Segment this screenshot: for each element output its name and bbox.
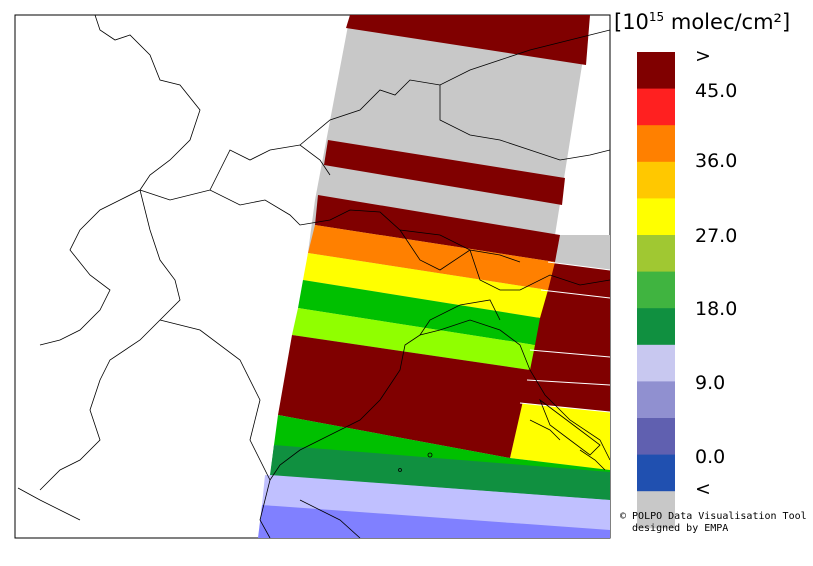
unit-exponent: 15 xyxy=(648,10,665,24)
country-borders xyxy=(17,15,610,538)
colorbar-swatch xyxy=(637,381,675,419)
colorbar-swatch xyxy=(637,52,675,90)
colorbar-swatch xyxy=(637,271,675,309)
swath-band-top xyxy=(346,15,590,65)
coastline xyxy=(269,299,610,538)
swath-band-yellow xyxy=(303,253,548,318)
colorbar-tick-label: 36.0 xyxy=(695,150,738,172)
colorbar-tick-label: 9.0 xyxy=(695,372,726,394)
swath-right-band-4 xyxy=(522,380,610,412)
swath-band-green xyxy=(298,280,540,345)
unit-prefix: [10 xyxy=(614,10,649,34)
legend-unit-title: [1015 molec/cm²] xyxy=(614,10,790,34)
colorbar-swatch xyxy=(637,125,675,163)
colorbar-tick-label: 0.0 xyxy=(695,446,726,468)
swath-band-green-3 xyxy=(270,445,610,500)
swath-band-maroon-large xyxy=(278,335,530,458)
credit-line-2: designed by EMPA xyxy=(632,523,729,534)
credit-line-1: © POLPO Data Visualisation Tool xyxy=(620,511,807,522)
colorbar-swatch xyxy=(637,454,675,492)
colorbar xyxy=(637,52,675,529)
swath-right-band-3 xyxy=(527,350,610,385)
satellite-swath xyxy=(17,15,610,538)
colorbar-swatch xyxy=(637,344,675,382)
colorbar-tick-label: 18.0 xyxy=(695,298,738,320)
swath-band-blue xyxy=(258,505,610,538)
colorbar-swatch xyxy=(637,235,675,273)
swath-band-2 xyxy=(324,140,565,205)
colorbar-swatch xyxy=(637,198,675,236)
colorbar-swatch xyxy=(637,308,675,346)
colorbar-swatch xyxy=(637,161,675,199)
colorbar-tick-label: 27.0 xyxy=(695,225,738,247)
colorbar-tick-label: 45.0 xyxy=(695,80,738,102)
unit-suffix: molec/cm²] xyxy=(664,10,791,34)
swath-right-band-2 xyxy=(530,290,610,357)
swath-right-band-1 xyxy=(541,262,610,298)
colorbar-swatch xyxy=(637,418,675,456)
colorbar-swatch xyxy=(637,88,675,126)
colorbar-tick-label: < xyxy=(695,478,711,500)
swath-band-orange xyxy=(308,225,555,290)
swath-band-lavender-2 xyxy=(262,475,610,530)
colorbar-swatch xyxy=(637,491,675,529)
colorbar-tick-label: > xyxy=(695,45,711,67)
